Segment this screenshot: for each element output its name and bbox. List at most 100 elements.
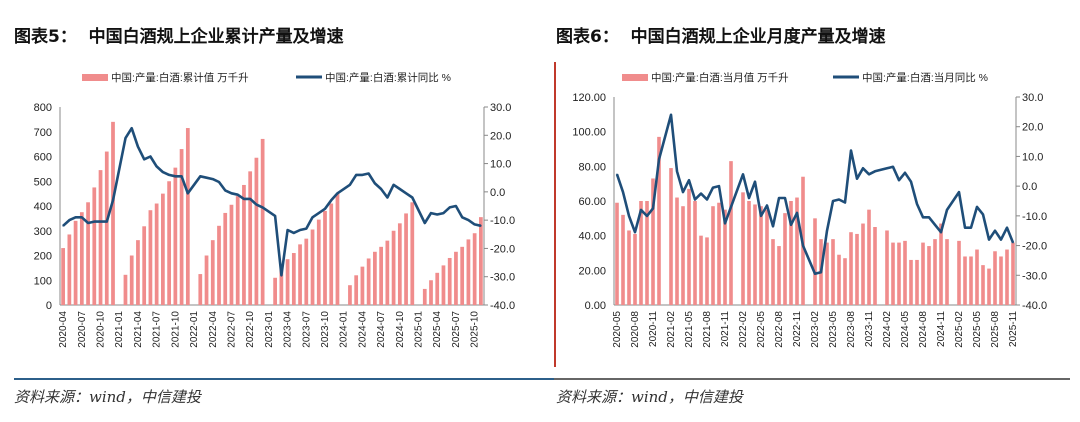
bar bbox=[765, 209, 769, 305]
bar bbox=[717, 202, 721, 305]
line-point bbox=[820, 271, 822, 274]
legend-bar-swatch bbox=[622, 74, 648, 81]
bar bbox=[248, 171, 253, 305]
bar bbox=[198, 274, 203, 305]
line-point bbox=[62, 225, 64, 227]
bar bbox=[741, 192, 745, 305]
right-y-tick-label: -40.0 bbox=[490, 300, 515, 312]
bar bbox=[285, 259, 290, 305]
line-point bbox=[230, 192, 233, 195]
bar bbox=[651, 178, 655, 305]
line-point bbox=[99, 220, 102, 223]
divider-line bbox=[554, 62, 556, 367]
bar bbox=[348, 285, 352, 305]
right-y-tick-label: -10.0 bbox=[1022, 211, 1047, 223]
bar bbox=[235, 196, 240, 305]
x-tick-label: 2025-10 bbox=[470, 311, 481, 348]
right-y-tick-label: 30.0 bbox=[490, 102, 511, 114]
bar bbox=[891, 242, 895, 305]
bar bbox=[927, 246, 931, 305]
bar bbox=[410, 202, 415, 305]
left-y-tick-label: 200 bbox=[34, 251, 52, 263]
bar bbox=[123, 274, 128, 305]
bar bbox=[385, 240, 390, 305]
bar bbox=[867, 209, 871, 305]
line-point bbox=[682, 191, 684, 193]
line-point bbox=[355, 174, 357, 176]
bar bbox=[723, 209, 727, 305]
right-y-tick-label: -10.0 bbox=[490, 215, 515, 227]
line-point bbox=[336, 192, 339, 195]
line-point bbox=[676, 170, 678, 173]
bar bbox=[366, 258, 371, 305]
bar bbox=[210, 240, 215, 305]
line-point bbox=[187, 192, 189, 195]
line-point bbox=[124, 137, 127, 139]
legend-bar-label: 中国:产量:白酒:当月值 万千升 bbox=[651, 71, 789, 84]
left-y-tick-label: 100.00 bbox=[572, 127, 606, 139]
x-tick-label: 2025-05 bbox=[972, 311, 983, 348]
line-point bbox=[640, 209, 642, 211]
line-point bbox=[143, 158, 145, 161]
line-point bbox=[796, 212, 798, 214]
bar bbox=[360, 266, 365, 305]
x-tick-label: 2025-04 bbox=[432, 311, 443, 348]
line-point bbox=[218, 181, 220, 183]
line-point bbox=[249, 198, 251, 200]
bar bbox=[279, 268, 284, 305]
bar bbox=[645, 201, 649, 305]
bar bbox=[329, 203, 334, 305]
left-y-tick-label: 40.00 bbox=[578, 231, 606, 243]
bar bbox=[148, 210, 153, 305]
bar bbox=[963, 256, 967, 305]
bar bbox=[291, 253, 296, 305]
line-point bbox=[628, 215, 630, 217]
line-point bbox=[411, 196, 414, 199]
line-point bbox=[868, 173, 870, 176]
bar bbox=[472, 233, 477, 305]
bar bbox=[843, 258, 847, 305]
line-point bbox=[480, 225, 482, 227]
line-point bbox=[405, 192, 407, 195]
line-point bbox=[317, 212, 320, 214]
bar bbox=[681, 206, 685, 305]
line-point bbox=[994, 229, 996, 232]
line-point bbox=[81, 216, 83, 219]
bar bbox=[615, 202, 619, 305]
line-point bbox=[461, 216, 463, 219]
right-y-tick-label: 30.0 bbox=[1022, 92, 1043, 104]
bar bbox=[1005, 249, 1009, 305]
x-tick-label: 2022-08 bbox=[774, 311, 785, 348]
line-point bbox=[694, 198, 696, 201]
right-y-tick-label: 20.0 bbox=[1022, 122, 1043, 134]
line-point bbox=[174, 175, 177, 178]
right-y-tick-label: -30.0 bbox=[490, 272, 515, 284]
line-point bbox=[423, 222, 426, 224]
line-point bbox=[74, 216, 77, 219]
x-tick-label: 2023-08 bbox=[846, 311, 857, 348]
line-point bbox=[236, 193, 239, 196]
line-point bbox=[205, 176, 208, 179]
bar bbox=[466, 239, 471, 305]
line-point bbox=[856, 177, 858, 180]
line-point bbox=[130, 127, 133, 130]
line-point bbox=[361, 174, 364, 176]
line-point bbox=[988, 238, 990, 241]
line-point bbox=[922, 216, 924, 219]
x-tick-label: 2024-01 bbox=[339, 311, 350, 348]
bar bbox=[260, 138, 265, 305]
bar bbox=[454, 251, 458, 305]
left-chart-title: 图表5： 中国白酒规上企业累计产量及增速 bbox=[14, 27, 344, 47]
line-point bbox=[946, 209, 948, 211]
bar bbox=[981, 265, 985, 305]
line-point bbox=[790, 223, 792, 226]
line-point bbox=[367, 172, 370, 175]
bar bbox=[945, 239, 949, 305]
line-point bbox=[970, 226, 972, 229]
bar bbox=[639, 201, 643, 305]
bar bbox=[771, 239, 775, 305]
bar bbox=[975, 249, 979, 305]
line-point bbox=[616, 173, 618, 176]
bar bbox=[903, 240, 907, 305]
right-y-tick-label: 0.0 bbox=[1022, 181, 1037, 193]
